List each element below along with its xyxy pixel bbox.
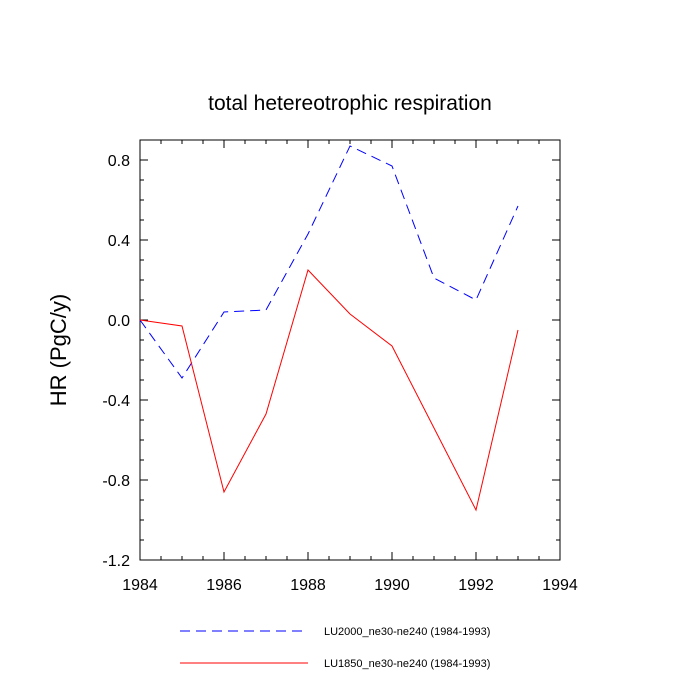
tick-labels: 1984 1986 1988 1990 1992 1994 -1.2 -0.8 -0.4 0.0 0… bbox=[102, 153, 577, 594]
y-tick-label: 0.8 bbox=[108, 153, 130, 170]
x-tick-label: 1994 bbox=[542, 577, 578, 594]
x-tick-label: 1990 bbox=[374, 577, 410, 594]
x-tick-label: 1992 bbox=[458, 577, 494, 594]
y-tick-label: -0.8 bbox=[102, 473, 130, 490]
y-tick-label: 0.0 bbox=[108, 313, 130, 330]
plot-frame bbox=[139, 139, 561, 561]
series-lines bbox=[139, 145, 519, 512]
y-tick-label: -1.2 bbox=[102, 553, 130, 570]
chart-title: total hetereotrophic respiration bbox=[208, 92, 492, 115]
series-line-1 bbox=[139, 145, 519, 379]
x-tick-label: 1986 bbox=[206, 577, 242, 594]
y-axis-label: HR (PgC/y) bbox=[46, 294, 71, 406]
legend-label-1: LU2000_ne30-ne240 (1984-1993) bbox=[324, 626, 490, 638]
tick-marks bbox=[139, 139, 561, 561]
x-tick-label: 1988 bbox=[290, 577, 326, 594]
y-tick-label: 0.4 bbox=[108, 233, 130, 250]
legend: LU2000_ne30-ne240 (1984-1993) LU1850_ne30… bbox=[180, 626, 490, 670]
y-tick-label: -0.4 bbox=[102, 393, 130, 410]
x-tick-label: 1984 bbox=[122, 577, 158, 594]
series-line-2 bbox=[139, 269, 519, 512]
legend-label-2: LU1850_ne30-ne240 (1984-1993) bbox=[324, 658, 490, 670]
